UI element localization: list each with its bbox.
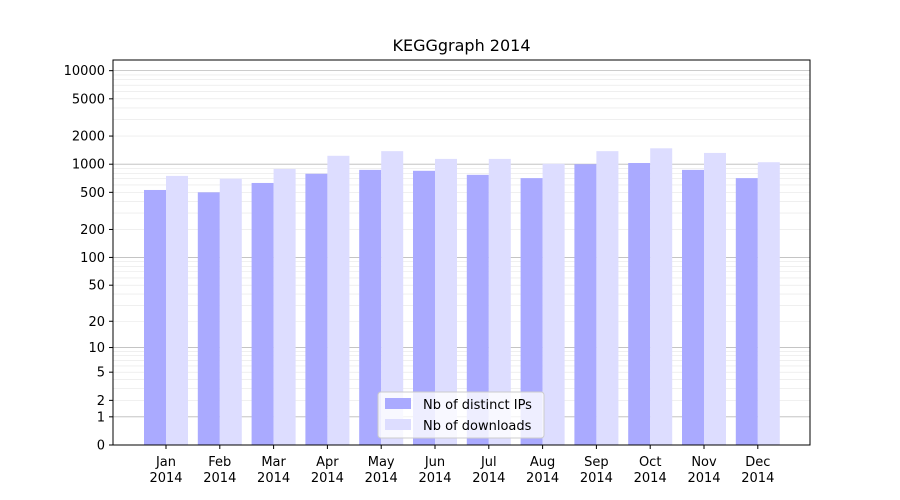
- x-tick-label: Mar 2014: [257, 455, 290, 486]
- y-tick-label: 20: [88, 315, 105, 330]
- x-tick-label: Apr 2014: [311, 455, 344, 486]
- x-tick-label: Nov 2014: [687, 455, 720, 486]
- legend: Nb of distinct IPs Nb of downloads: [377, 391, 545, 439]
- y-tick-label: 2: [97, 394, 105, 409]
- bar-downloads: [435, 158, 457, 445]
- legend-swatch-ips: [385, 398, 411, 409]
- y-tick-label: 500: [80, 186, 105, 201]
- x-tick-label: Feb 2014: [203, 455, 236, 486]
- x-tick-label: Jan 2014: [149, 455, 182, 486]
- bar-distinct-ips: [305, 173, 328, 445]
- legend-swatch-downloads: [385, 419, 411, 430]
- bar-distinct-ips: [574, 164, 597, 446]
- bar-downloads: [596, 151, 619, 445]
- x-tick-label: Oct 2014: [634, 455, 667, 486]
- chart-title: KEGGgraph 2014: [392, 36, 530, 55]
- y-tick-label: 50: [88, 279, 105, 294]
- y-axis: 0 12 5 10 20 50 100 200 500 1000 2000 5000 10000: [64, 64, 113, 454]
- legend-box: [377, 391, 545, 439]
- bar-downloads: [219, 178, 242, 445]
- y-tick-label: 0: [97, 439, 105, 454]
- bar-downloads: [757, 162, 780, 445]
- bar-distinct-ips: [359, 169, 382, 446]
- y-tick-label: 100: [80, 251, 105, 266]
- y-tick-label: 200: [80, 223, 105, 238]
- bar-distinct-ips: [682, 169, 704, 446]
- bar-downloads: [327, 155, 350, 445]
- x-tick-label: Dec 2014: [741, 455, 774, 486]
- bar-distinct-ips: [251, 182, 274, 445]
- x-tick-label: Aug 2014: [526, 455, 559, 486]
- bar-downloads: [488, 158, 511, 445]
- bar-downloads: [166, 175, 188, 445]
- bar-distinct-ips: [520, 178, 543, 445]
- bar-downloads: [650, 148, 673, 445]
- bar-distinct-ips: [628, 163, 651, 445]
- bar-distinct-ips: [466, 174, 489, 446]
- bar-distinct-ips: [144, 189, 166, 445]
- y-tick-label: 5000: [72, 92, 105, 107]
- bar-distinct-ips: [197, 192, 220, 445]
- bar-downloads: [542, 163, 565, 445]
- y-tick-label: 10000: [64, 64, 105, 79]
- bar-distinct-ips: [735, 178, 758, 445]
- bars: [144, 148, 780, 446]
- bar-downloads: [273, 168, 296, 445]
- legend-label-ips: Nb of distinct IPs: [423, 398, 532, 413]
- y-tick-label: 1000: [72, 158, 105, 173]
- legend-label-downloads: Nb of downloads: [423, 419, 532, 434]
- x-tick-label: Jul 2014: [472, 455, 505, 486]
- x-tick-label: Jun 2014: [418, 455, 451, 486]
- y-tick-label: 1: [97, 410, 105, 425]
- x-axis: Jan 2014 Feb 2014 Mar 2014 Apr 2014 May 2014 Jun 20…: [149, 445, 774, 486]
- bar-downloads: [704, 152, 726, 446]
- bar-distinct-ips: [413, 170, 435, 445]
- y-tick-label: 2000: [72, 130, 105, 145]
- x-tick-label: Sep 2014: [580, 455, 613, 486]
- y-tick-label: 10: [88, 341, 105, 356]
- plot-frame: [112, 59, 811, 446]
- x-tick-label: May 2014: [365, 455, 398, 486]
- y-tick-label: 5: [97, 366, 105, 381]
- bar-downloads: [381, 151, 404, 445]
